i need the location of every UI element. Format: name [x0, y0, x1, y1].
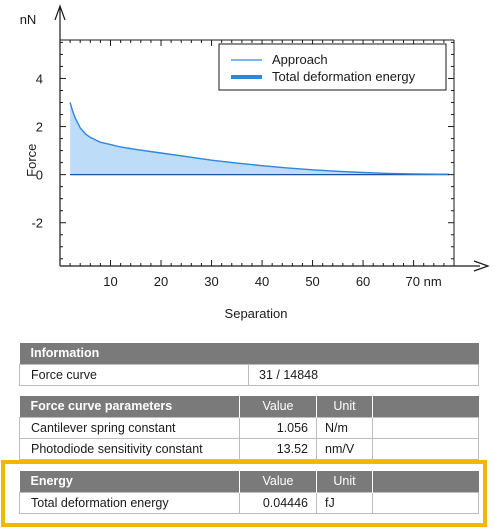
parameters-header: Force curve parameters	[19, 396, 240, 417]
legend-energy-label: Total deformation energy	[272, 69, 416, 84]
information-table: Information Force curve 31 / 14848	[19, 343, 479, 386]
y-axis-unit: nN	[20, 12, 37, 27]
y-axis-label: Force	[24, 144, 39, 177]
force-curve-chart: 10 20 30 40 50 60 70 nm-2024SeparationForcenN …	[20, 4, 490, 321]
legend-box	[218, 43, 447, 91]
deformation-energy-value: 0.04446	[239, 491, 317, 514]
x-tick-label: 20	[154, 274, 168, 289]
parameters-value-header: Value	[239, 396, 317, 417]
y-tick-label: 2	[36, 120, 43, 135]
plot-frame	[60, 39, 455, 266]
x-axis-arrow	[473, 260, 490, 272]
energy-empty-header	[372, 471, 479, 492]
information-header: Information	[19, 343, 479, 364]
force-curve-parameters-table: Force curve parameters Value Unit Cantil…	[19, 396, 479, 460]
parameters-empty-header	[372, 396, 479, 417]
legend: Approach Total deformation energy	[218, 43, 447, 91]
x-tick-label: 10	[103, 274, 117, 289]
spring-constant-value: 1.056	[239, 416, 317, 439]
energy-value-header: Value	[239, 471, 317, 492]
table-row: Force curve 31 / 14848	[19, 363, 479, 386]
energy-unit-header: Unit	[316, 471, 373, 492]
x-tick-label: 30	[204, 274, 218, 289]
force-curve-label: Force curve	[19, 363, 249, 386]
table-row: Cantilever spring constant 1.056 N/m	[19, 416, 479, 439]
parameters-unit-header: Unit	[316, 396, 373, 417]
y-tick-label: 4	[36, 71, 43, 86]
force-curve-value: 31 / 14848	[248, 363, 479, 386]
sensitivity-constant-label: Photodiode sensitivity constant	[19, 437, 240, 460]
y-tick-label: -2	[31, 216, 43, 231]
sensitivity-constant-empty	[372, 437, 479, 460]
deformation-energy-label: Total deformation energy	[19, 491, 240, 514]
spring-constant-unit: N/m	[316, 416, 373, 439]
spring-constant-label: Cantilever spring constant	[19, 416, 240, 439]
y-tick-label: 0	[36, 168, 43, 183]
deformation-energy-empty	[372, 491, 479, 514]
energy-header: Energy	[19, 471, 240, 492]
energy-highlight-frame	[1, 460, 487, 527]
x-tick-label: 50	[305, 274, 319, 289]
deformation-energy-unit: fJ	[316, 491, 373, 514]
x-tick-label: 60	[356, 274, 370, 289]
x-tick-label: 40	[255, 274, 269, 289]
axes: 10 20 30 40 50 60 70 nm -2 0 2 4 Separation Force nN	[20, 4, 490, 321]
sensitivity-constant-value: 13.52	[239, 437, 317, 460]
y-axis-arrow	[54, 4, 66, 21]
deformation-energy-area	[70, 102, 449, 175]
table-row: Photodiode sensitivity constant 13.52 nm…	[19, 437, 479, 460]
x-axis-label: Separation	[225, 306, 288, 321]
energy-table: Energy Value Unit Total deformation ener…	[19, 471, 479, 514]
legend-approach-label: Approach	[272, 52, 328, 67]
x-tick-label: 70 nm	[406, 274, 442, 289]
sensitivity-constant-unit: nm/V	[316, 437, 373, 460]
approach-curve	[69, 102, 449, 175]
spring-constant-empty	[372, 416, 479, 439]
table-row: Total deformation energy 0.04446 fJ	[19, 491, 479, 514]
